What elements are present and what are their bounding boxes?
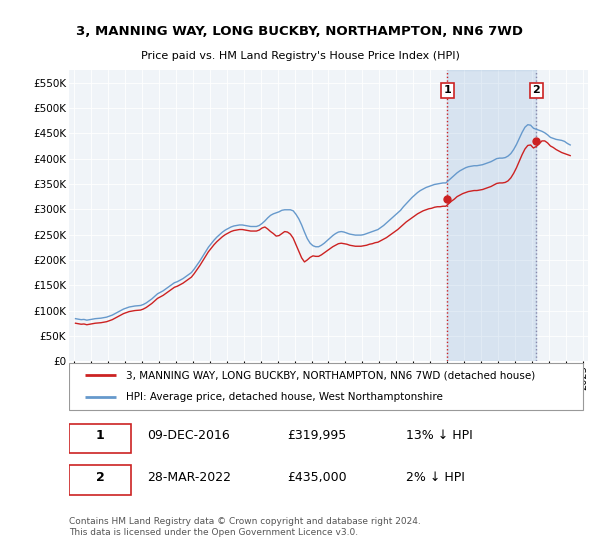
Text: Contains HM Land Registry data © Crown copyright and database right 2024.
This d: Contains HM Land Registry data © Crown c… bbox=[69, 517, 421, 536]
Text: 3, MANNING WAY, LONG BUCKBY, NORTHAMPTON, NN6 7WD (detached house): 3, MANNING WAY, LONG BUCKBY, NORTHAMPTON… bbox=[126, 370, 535, 380]
Text: £319,995: £319,995 bbox=[287, 429, 346, 442]
FancyBboxPatch shape bbox=[69, 465, 131, 495]
Text: 28-MAR-2022: 28-MAR-2022 bbox=[147, 471, 231, 484]
FancyBboxPatch shape bbox=[69, 424, 131, 454]
Bar bbox=[447, 70, 536, 361]
Text: 2: 2 bbox=[96, 471, 104, 484]
Text: £435,000: £435,000 bbox=[287, 471, 347, 484]
Text: 13% ↓ HPI: 13% ↓ HPI bbox=[406, 429, 473, 442]
Text: 1: 1 bbox=[96, 429, 104, 442]
Text: Price paid vs. HM Land Registry's House Price Index (HPI): Price paid vs. HM Land Registry's House … bbox=[140, 52, 460, 62]
Text: 3, MANNING WAY, LONG BUCKBY, NORTHAMPTON, NN6 7WD: 3, MANNING WAY, LONG BUCKBY, NORTHAMPTON… bbox=[77, 25, 523, 38]
Text: HPI: Average price, detached house, West Northamptonshire: HPI: Average price, detached house, West… bbox=[126, 393, 443, 403]
Text: 09-DEC-2016: 09-DEC-2016 bbox=[147, 429, 230, 442]
Text: 2: 2 bbox=[532, 85, 540, 95]
Text: 1: 1 bbox=[443, 85, 451, 95]
Text: 2% ↓ HPI: 2% ↓ HPI bbox=[406, 471, 465, 484]
FancyBboxPatch shape bbox=[69, 363, 583, 409]
